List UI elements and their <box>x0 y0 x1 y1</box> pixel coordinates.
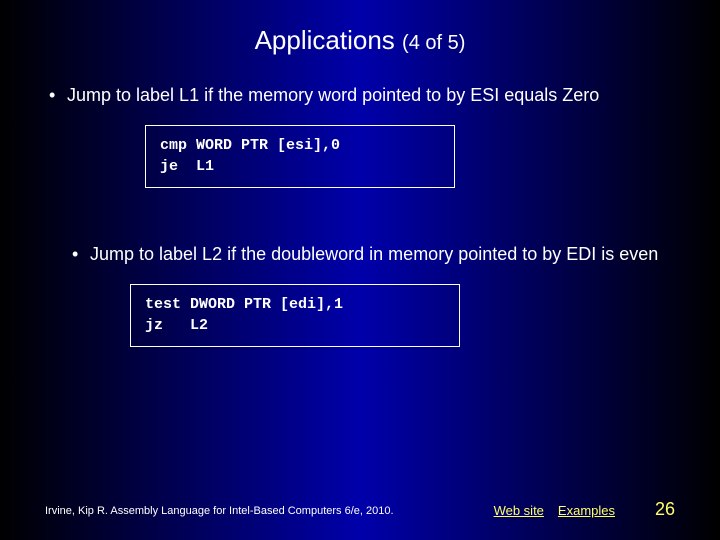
slide-title: Applications (4 of 5) <box>45 25 675 56</box>
examples-link[interactable]: Examples <box>558 503 615 518</box>
slide-container: Applications (4 of 5) Jump to label L1 i… <box>0 0 720 540</box>
code-2-text: test DWORD PTR [edi],1 jz L2 <box>145 296 343 333</box>
footer-links: Web site Examples <box>494 503 615 518</box>
bullet-2: Jump to label L2 if the doubleword in me… <box>45 243 675 266</box>
bullet-1: Jump to label L1 if the memory word poin… <box>45 84 675 107</box>
code-box-2: test DWORD PTR [edi],1 jz L2 <box>130 284 460 347</box>
title-main: Applications <box>255 25 395 55</box>
code-1-text: cmp WORD PTR [esi],0 je L1 <box>160 137 340 174</box>
bullet-1-text: Jump to label L1 if the memory word poin… <box>67 85 599 105</box>
footer: Irvine, Kip R. Assembly Language for Int… <box>45 503 675 518</box>
bullet-2-text: Jump to label L2 if the doubleword in me… <box>90 244 658 264</box>
code-box-1: cmp WORD PTR [esi],0 je L1 <box>145 125 455 188</box>
website-link[interactable]: Web site <box>494 503 544 518</box>
footer-citation: Irvine, Kip R. Assembly Language for Int… <box>45 505 494 517</box>
page-number: 26 <box>655 499 675 520</box>
title-sub: (4 of 5) <box>402 32 465 54</box>
